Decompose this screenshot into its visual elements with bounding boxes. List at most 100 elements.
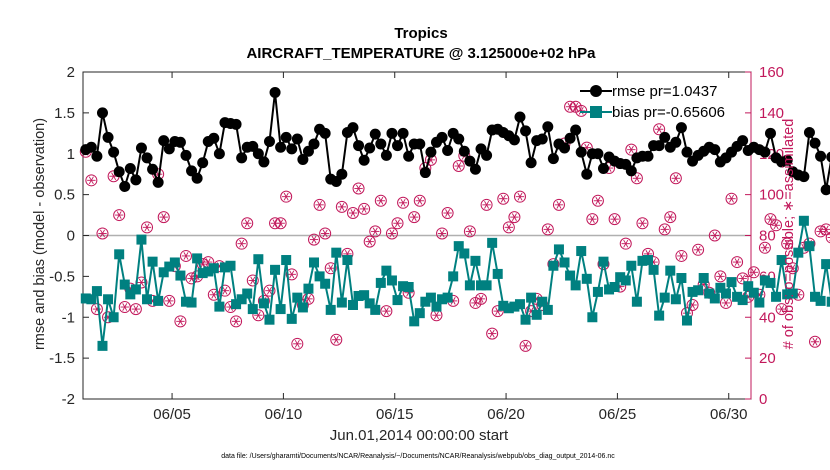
x-tick-label: 06/15	[376, 406, 414, 423]
obs-assimilated-marker	[784, 239, 790, 248]
rmse-point	[369, 128, 381, 140]
obs-possible-marker	[235, 237, 248, 250]
rmse-point	[458, 145, 470, 157]
obs-possible-marker	[770, 219, 783, 232]
obs-count-point	[625, 143, 638, 156]
obs-possible-marker	[413, 194, 426, 207]
rmse-point	[147, 163, 159, 175]
bias-point	[470, 255, 481, 266]
bias-point	[370, 304, 381, 315]
bias-point	[798, 215, 809, 226]
rmse-point	[809, 137, 821, 149]
obs-possible-marker	[552, 198, 565, 211]
obs-count-point	[708, 229, 721, 242]
obs-count-point	[369, 225, 382, 238]
obs-count-point	[330, 333, 343, 346]
obs-possible-marker	[669, 172, 682, 185]
obs-count-point	[96, 227, 109, 240]
obs-possible-marker	[575, 104, 588, 117]
rmse-point	[174, 136, 186, 148]
obs-assimilated-marker	[250, 276, 256, 285]
obs-assimilated-marker	[266, 286, 272, 295]
y-tick-label-right: 20	[759, 350, 776, 367]
obs-possible-marker	[363, 235, 376, 248]
obs-assimilated-marker	[88, 176, 94, 185]
obs-assimilated-marker	[729, 194, 735, 203]
bias-point	[142, 294, 153, 305]
rmse-point	[670, 136, 682, 148]
bias-point	[219, 262, 230, 273]
bias-point	[509, 301, 520, 312]
obs-assimilated-marker	[812, 337, 818, 346]
rmse-point	[252, 148, 264, 160]
bias-point	[253, 254, 264, 265]
obs-count-point	[630, 172, 643, 185]
obs-assimilated-marker	[528, 307, 534, 315]
rmse-point	[798, 171, 810, 183]
obs-count-point	[758, 241, 771, 254]
rmse-point	[158, 135, 170, 147]
obs-possible-marker	[486, 327, 499, 340]
obs-assimilated-marker	[545, 225, 551, 234]
obs-count-point	[174, 315, 187, 328]
obs-assimilated-marker	[99, 229, 105, 238]
obs-count-point	[519, 339, 532, 352]
obs-assimilated-marker	[389, 229, 395, 238]
obs-count-point	[207, 288, 220, 301]
obs-count-point	[408, 211, 421, 224]
rmse-point	[681, 146, 693, 158]
obs-count-point	[352, 182, 365, 195]
obs-assimilated-marker	[305, 294, 311, 303]
obs-assimilated-marker	[311, 235, 317, 244]
bias-point	[531, 309, 542, 320]
bias-point	[665, 265, 676, 276]
obs-possible-marker	[692, 243, 705, 256]
rmse-point	[414, 138, 426, 150]
obs-possible-marker	[263, 284, 276, 297]
obs-assimilated-marker	[823, 225, 829, 234]
obs-assimilated-marker	[322, 229, 328, 238]
obs-assimilated-marker	[500, 194, 506, 203]
obs-assimilated-marker	[734, 258, 740, 266]
obs-possible-marker	[825, 231, 830, 244]
obs-assimilated-marker	[166, 297, 172, 305]
obs-possible-marker	[141, 221, 154, 234]
obs-assimilated-marker	[511, 213, 517, 221]
rmse-point	[625, 165, 637, 177]
obs-assimilated-marker	[523, 342, 529, 350]
bias-point	[693, 285, 704, 296]
obs-count-point	[218, 284, 231, 297]
rmse-point	[419, 167, 431, 179]
obs-count-point	[575, 104, 588, 117]
obs-count-point	[653, 123, 666, 136]
bias-point	[108, 312, 119, 323]
obs-possible-marker	[185, 272, 198, 285]
bias-point	[119, 279, 130, 290]
obs-possible-marker	[436, 227, 449, 240]
bias-point	[748, 287, 759, 298]
bias-point	[553, 244, 564, 255]
y-axis-label: rmse and bias (model - observation)	[32, 118, 48, 350]
obs-assimilated-marker	[294, 339, 300, 348]
bias-point	[771, 291, 782, 302]
rmse-point	[85, 141, 97, 153]
rmse-point	[436, 131, 448, 143]
bias-point	[637, 255, 648, 266]
rmse-point	[258, 156, 270, 168]
obs-possible-marker	[358, 202, 371, 215]
bias-point	[453, 241, 464, 252]
obs-count-point	[335, 200, 348, 213]
rmse-point	[308, 138, 320, 150]
obs-possible-marker	[319, 227, 332, 240]
obs-count-point	[497, 192, 510, 205]
bias-point	[359, 290, 370, 301]
obs-count-point	[436, 227, 449, 240]
rmse-point	[764, 127, 776, 139]
obs-possible-marker	[441, 207, 454, 220]
rmse-point	[575, 146, 587, 158]
obs-assimilated-marker	[133, 305, 139, 313]
bias-point	[631, 296, 642, 307]
obs-count-point	[380, 305, 393, 318]
x-tick-label: 06/25	[599, 406, 637, 423]
bias-point	[698, 273, 709, 284]
